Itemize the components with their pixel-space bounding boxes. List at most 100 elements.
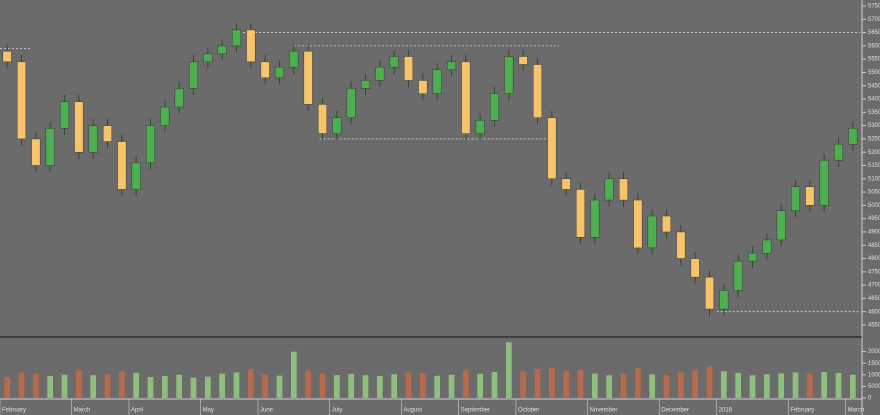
candle-body [819, 159, 829, 206]
candle-body [59, 101, 70, 129]
candle-body [475, 120, 485, 134]
candle-body [260, 61, 270, 79]
y-tick-label: 4750 [868, 269, 880, 275]
volume-bar [348, 373, 355, 398]
volume-bar [663, 375, 670, 398]
y-tick-label: 5600 [868, 43, 880, 49]
volume-bar [133, 372, 140, 398]
candle-body [45, 128, 55, 166]
candle-body [676, 231, 686, 259]
volume-bar [362, 375, 369, 398]
candle-body [733, 260, 743, 291]
candle-body [547, 117, 557, 180]
x-tick-label: November [590, 408, 618, 414]
volume-bar [290, 351, 297, 398]
volume-bar [434, 375, 441, 398]
volume-bar [262, 374, 269, 398]
candle-body [590, 199, 600, 238]
y-tick-label: 5650 [868, 30, 880, 36]
volume-bar [376, 375, 383, 398]
volume-bar [520, 371, 527, 398]
volume-bar [792, 372, 799, 398]
candle-body [246, 29, 256, 63]
y-tick-label: 4700 [868, 283, 880, 289]
candle-body [418, 80, 428, 94]
x-tick-label: December [661, 408, 689, 414]
y-tick-label: 5050 [868, 190, 880, 196]
y-tick-label: 5700 [868, 17, 880, 23]
candle-body [217, 45, 227, 55]
volume-tick-label: 20000 [868, 349, 880, 355]
volume-bar [706, 366, 713, 398]
candle-body [117, 141, 127, 190]
volume-tick-label: 0 [868, 396, 872, 402]
volume-bar [391, 374, 398, 398]
volume-bar [204, 376, 211, 398]
candle-body [160, 106, 170, 126]
volume-bar [606, 375, 613, 398]
candle-body [289, 50, 299, 68]
volume-bar [720, 371, 727, 398]
y-tick-label: 4550 [868, 323, 880, 329]
volume-bar [276, 375, 283, 398]
x-tick-label: March [848, 408, 865, 414]
candle-body [776, 210, 786, 241]
volume-bar [649, 374, 656, 398]
volume-bar [835, 372, 842, 398]
candle-body [74, 101, 84, 153]
volume-bar [118, 371, 125, 398]
volume-bar [18, 372, 25, 398]
candle-body [2, 50, 12, 63]
candle-body [131, 162, 141, 190]
volume-bar [677, 372, 684, 398]
candle-body [504, 56, 514, 94]
volume-bar [90, 375, 97, 398]
candle-body [274, 66, 285, 79]
volume-bar [491, 372, 498, 398]
candle-body [661, 215, 672, 233]
y-tick-label: 5000 [868, 203, 880, 209]
candle-body [719, 290, 729, 310]
y-tick-label: 5350 [868, 110, 880, 116]
volume-tick-label: 10000 [868, 372, 880, 378]
candle-body [489, 93, 500, 121]
volume-bar [47, 375, 54, 398]
candle-body [461, 61, 471, 134]
candle-body [618, 178, 629, 201]
y-tick-label: 4850 [868, 243, 880, 249]
volume-bar [563, 370, 570, 398]
candle-body [332, 117, 342, 134]
y-tick-label: 5100 [868, 176, 880, 182]
candle-body [317, 104, 328, 134]
candle-body [231, 29, 242, 47]
volume-bar [104, 374, 111, 398]
x-tick-label: August [403, 408, 422, 414]
volume-tick-label: 5000 [868, 384, 880, 390]
y-tick-label: 5400 [868, 97, 880, 103]
volume-bar [620, 373, 627, 398]
volume-bar [735, 372, 742, 398]
volume-bar [419, 372, 426, 398]
volume-bar [692, 370, 699, 398]
candle-body [704, 276, 715, 310]
candle-body [762, 239, 772, 254]
volume-bar [247, 369, 254, 398]
candle-body [403, 56, 414, 81]
candle-body [790, 186, 801, 211]
volume-bar [577, 369, 584, 398]
x-tick-label: April [131, 408, 143, 414]
candle-body [833, 143, 844, 161]
candle-body [518, 56, 528, 65]
volume-bar [333, 375, 340, 398]
volume-tick-label: 15000 [868, 361, 880, 367]
y-tick-label: 5200 [868, 150, 880, 156]
candle-body [432, 69, 442, 94]
volume-bar [778, 373, 785, 398]
candle-body [16, 61, 27, 140]
volume-bar [305, 370, 312, 398]
candle-body [31, 138, 41, 166]
volume-bar [821, 372, 828, 398]
y-tick-label: 5750 [868, 4, 880, 10]
y-tick-label: 5150 [868, 163, 880, 169]
candle-body [88, 125, 98, 153]
